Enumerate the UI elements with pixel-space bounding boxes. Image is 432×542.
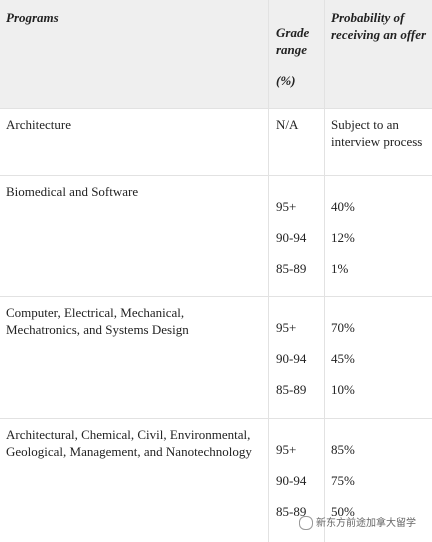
grade: 95+	[276, 442, 297, 457]
program: Biomedical and Software	[6, 184, 139, 199]
grade: 90-94	[276, 351, 307, 366]
probability: 50%	[331, 504, 355, 519]
column-divider	[268, 0, 269, 542]
probability: 85%	[331, 442, 355, 457]
header-programs: Programs	[6, 10, 59, 25]
probability: 1%	[331, 261, 349, 276]
probability: 12%	[331, 230, 355, 245]
probability: 70%	[331, 320, 355, 335]
row-divider	[0, 108, 432, 109]
row-divider	[0, 296, 432, 297]
watermark-icon	[299, 516, 313, 530]
probability: 45%	[331, 351, 355, 366]
header-bg	[0, 0, 432, 108]
header-probability: Probability of receiving an offer	[331, 10, 427, 42]
grade: 85-89	[276, 261, 307, 276]
program: Architectural, Chemical, Civil, Environm…	[6, 427, 252, 459]
probability: 75%	[331, 473, 355, 488]
probability: Subject to an interview process	[331, 117, 423, 149]
grade: 95+	[276, 199, 297, 214]
probability: 40%	[331, 199, 355, 214]
program: Architecture	[6, 117, 71, 132]
grade: 95+	[276, 320, 297, 335]
grade: 85-89	[276, 504, 307, 519]
header-grade-unit: (%)	[276, 73, 296, 88]
grade: 90-94	[276, 230, 307, 245]
grade: 85-89	[276, 382, 307, 397]
probability: 10%	[331, 382, 355, 397]
watermark: 新东方前途加拿大留学	[316, 518, 416, 529]
row-divider	[0, 418, 432, 419]
header-grade-range: Grade range	[276, 25, 310, 57]
row-divider	[0, 175, 432, 176]
column-divider	[324, 0, 325, 542]
grade: 90-94	[276, 473, 307, 488]
grade: N/A	[276, 117, 299, 132]
program: Computer, Electrical, Mechanical, Mechat…	[6, 305, 189, 337]
